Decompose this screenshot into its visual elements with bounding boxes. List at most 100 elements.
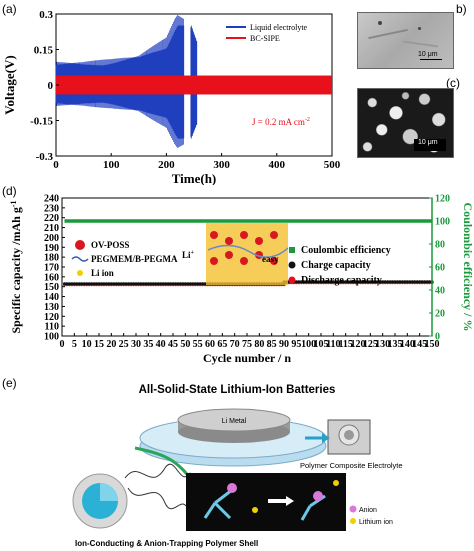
y2-tick-label: 80 [435,240,445,251]
x-tick-label: 110 [326,339,340,350]
y-tick-label: 180 [44,253,59,264]
x-tick-label: 200 [158,159,175,171]
x-tick-label: 15 [94,339,104,350]
lithium-ion-legend-icon [350,518,356,524]
legend-swatch [289,247,295,253]
y-tick-label: 240 [44,194,59,205]
y-tick-label: 140 [44,292,59,303]
shell-label: Ion-Conducting & Anion-Trapping Polymer … [75,539,258,548]
schematic-title: All-Solid-State Lithium-Ion Batteries [138,384,336,396]
y-tick-label: 130 [44,302,59,313]
polymer-chain [124,463,191,479]
y-axis-label: Voltage(V) [2,55,17,114]
y-tick-label: 0.15 [34,45,54,57]
x-tick-label: 135 [388,339,403,350]
y-tick-label: 220 [44,213,59,224]
scale-bar-b: 10 μm [418,51,438,58]
inset-legend-label: PEGMEM/B-PEGMA [91,254,178,264]
panel-label-e: (e) [2,376,17,390]
x-tick-label: 60 [205,339,215,350]
inset-legend-icon [71,256,89,262]
y-tick-label: 230 [44,203,59,214]
x-tick-label: 35 [143,339,153,350]
y-tick-label: 210 [44,223,59,234]
inset-li-label: Li+ [182,250,195,260]
y-tick-label: 110 [45,322,59,333]
x-tick-label: 140 [400,339,415,350]
y-tick-label: 170 [44,263,59,274]
inset-legend-icon [75,240,85,250]
electrolyte-label: Polymer Composite Electrolyte [300,461,403,470]
li-metal-label: Li Metal [222,418,247,425]
x-tick-label: 20 [106,339,116,350]
y2-tick-label: 120 [435,194,450,205]
legend-label: Liquid electrolyte [250,23,308,32]
legend-label: Discharge capacity [301,275,382,286]
legend-swatch [288,276,296,284]
x-tick-label: 120 [351,339,366,350]
x-tick-label: 40 [156,339,166,350]
x-tick-label: 400 [269,159,286,171]
y-axis-label: Specific capacity /mAh g-1 [9,201,23,334]
sem-image-b: 10 μm [357,12,454,69]
x-tick-label: 150 [425,339,440,350]
y-tick-label: 160 [44,272,59,283]
y-tick-label: 100 [44,332,59,343]
y-tick-label: -0.3 [36,151,54,163]
x-tick-label: 100 [103,159,120,171]
voltage-chart: 0 100 200 300 400 500 0.3 0.15 0 -0.15 -0.3 Time(h)… [2,9,341,185]
x-tick-label: 95 [291,339,301,350]
x-tick-label: 85 [267,339,277,350]
capacity-chart: 0 5 10 15 20 25 30 35 40 45 50 55 60 65 70 75 80 85 90 95 10… [9,194,474,366]
current-density-annotation: J = 0.2 mA cm-2 [252,117,310,127]
panel-label-b: b) [456,2,467,16]
y-tick-label: -0.15 [30,116,53,128]
x-tick-label: 90 [279,339,289,350]
x-tick-label: 30 [131,339,141,350]
lithium-ion-legend-label: Lithium ion [359,519,393,526]
y-tick-label: 150 [44,282,59,293]
x-tick-label: 45 [168,339,178,350]
x-tick-label: 115 [338,339,352,350]
inset-easy-label: easy [262,254,279,264]
x-tick-label: 145 [412,339,427,350]
inset-schematic: Li+ easy [182,223,289,285]
y-tick-label: 120 [44,312,59,323]
panel-label-d: (d) [2,184,17,198]
y-tick-label: 190 [44,243,59,254]
anion-legend-icon [349,505,357,513]
mechanism-box [186,473,346,531]
x-tick-label: 300 [213,159,230,171]
series-bc-sipe [56,75,332,95]
x-tick-label: 100 [301,339,316,350]
x-tick-label: 130 [375,339,390,350]
legend-swatch [288,261,296,269]
x-tick-label: 25 [119,339,129,350]
x-tick-label: 105 [314,339,329,350]
anion-legend-label: Anion [359,507,377,514]
y2-tick-label: 40 [435,286,445,297]
y-tick-label: 0.3 [39,9,53,21]
x-axis-label: Cycle number / n [203,351,291,365]
x-tick-label: 125 [363,339,378,350]
y-tick-label: 0 [48,80,54,92]
x-axis-label: Time(h) [172,171,217,185]
x-tick-label: 0 [60,339,65,350]
scale-bar-c: 10 μm [418,139,438,146]
x-tick-label: 50 [180,339,190,350]
x-tick-label: 80 [254,339,264,350]
y2-tick-label: 20 [435,309,445,320]
y2-tick-label: 60 [435,263,445,274]
legend-label: Charge capacity [301,260,371,271]
x-tick-label: 65 [217,339,227,350]
y2-tick-label: 0 [435,332,440,343]
legend-label: Coulombic efficiency [301,245,391,256]
x-tick-label: 75 [242,339,252,350]
inset-legend-icon [77,270,83,276]
inset-legend-label: OV-POSS [91,240,129,250]
x-tick-label: 70 [230,339,240,350]
y2-axis-label: Coulombic efficiency / % [461,203,474,332]
x-tick-label: 0 [53,159,59,171]
inset-legend-label: Li ion [91,268,114,278]
x-tick-label: 55 [193,339,203,350]
